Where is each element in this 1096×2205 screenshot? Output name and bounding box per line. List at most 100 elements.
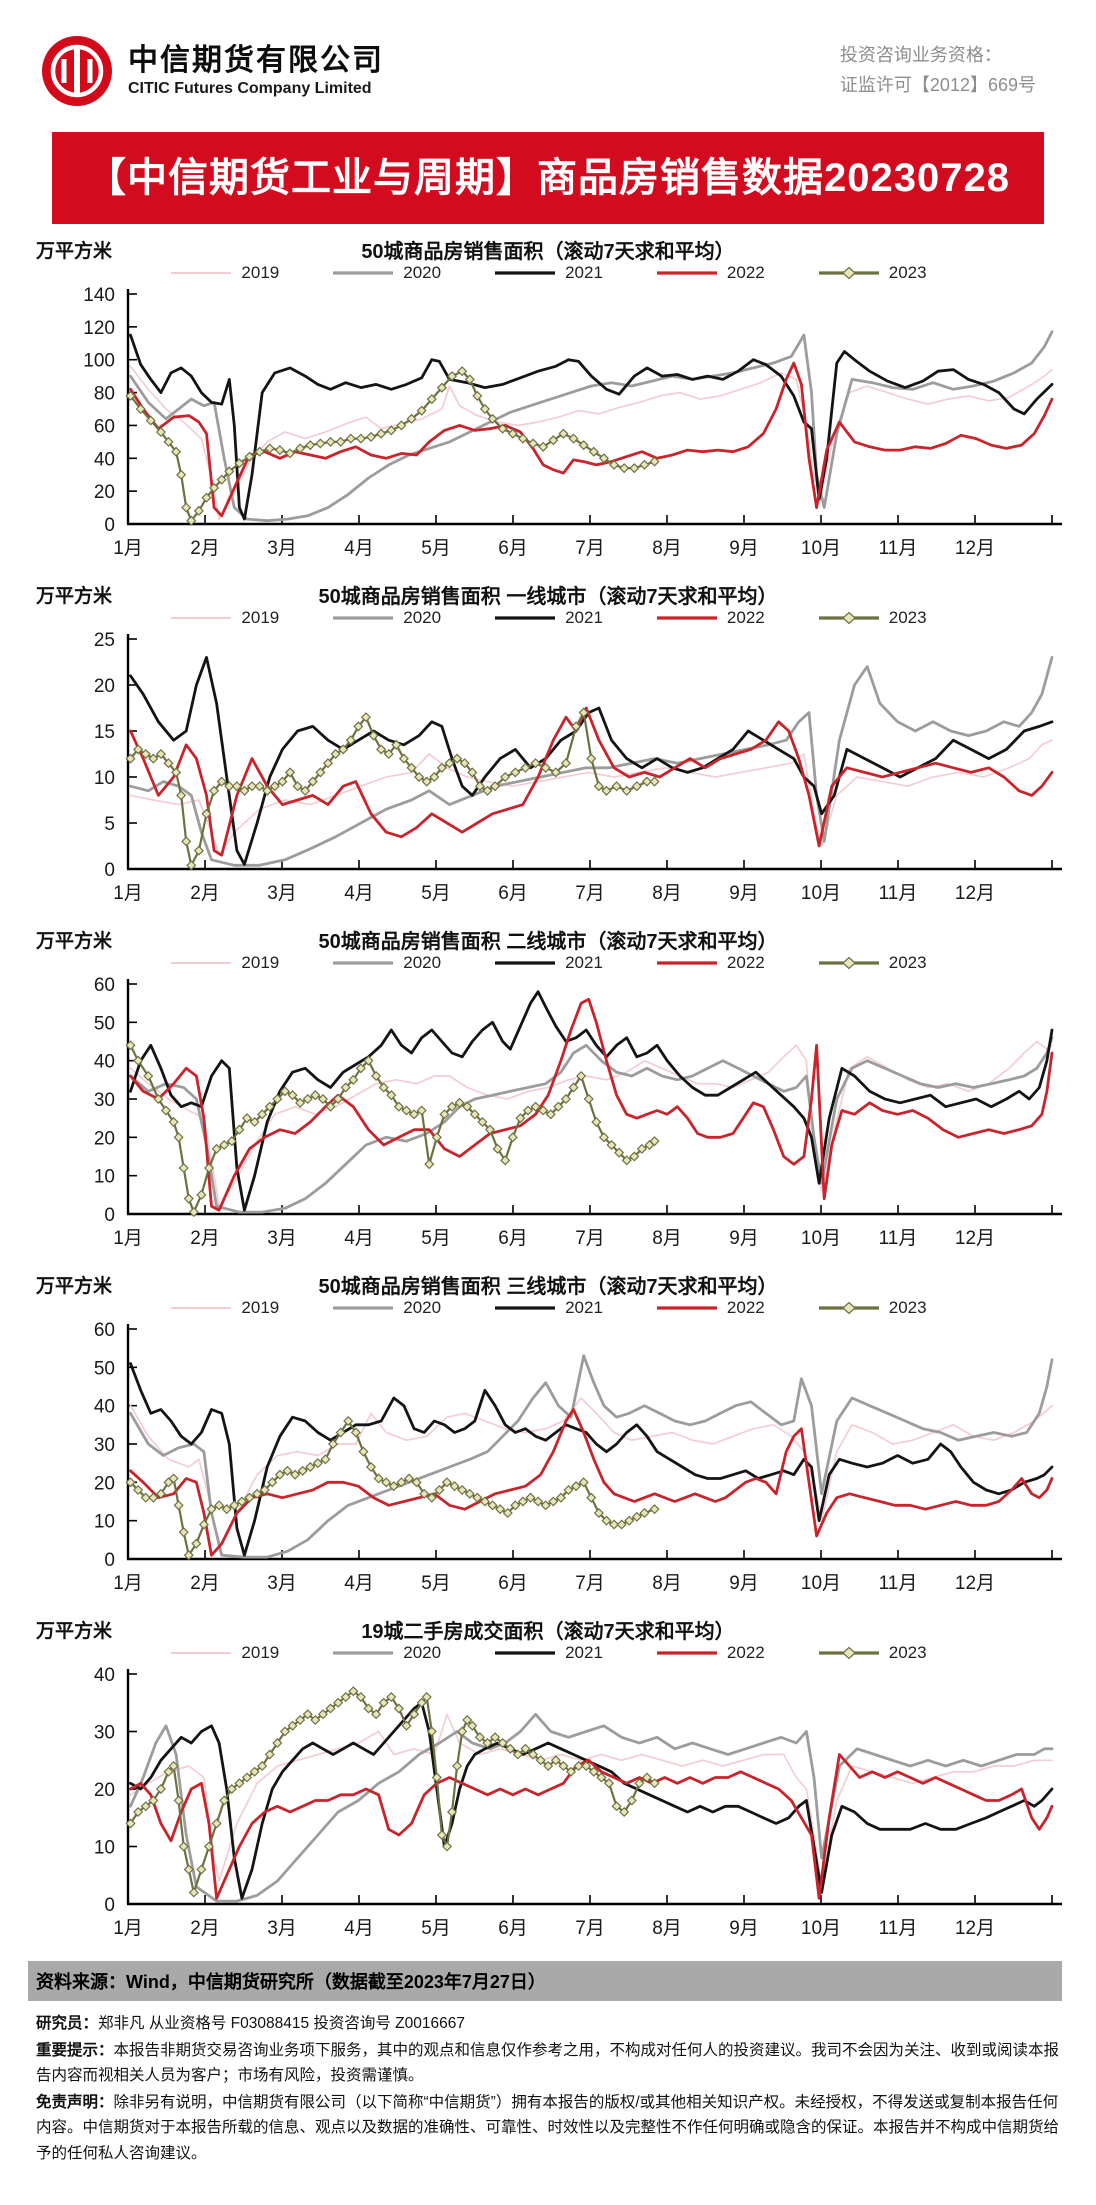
diamond-marker <box>246 781 258 792</box>
x-axis-label: 9月 <box>729 1228 759 1249</box>
legend-swatch-2021 <box>495 1306 556 1310</box>
legend-label: 2022 <box>726 608 765 627</box>
diamond-marker <box>593 1507 604 1519</box>
diamond-marker <box>472 1492 483 1503</box>
legend-label: 2020 <box>403 1643 442 1662</box>
x-axis-label: 6月 <box>498 883 528 904</box>
legend-item-2021: 2021 <box>493 263 603 283</box>
diamond-marker <box>368 730 379 741</box>
y-axis-tick-label: 0 <box>104 1205 115 1226</box>
y-axis-tick-label: 40 <box>94 1397 115 1418</box>
chart-plot: 0 10 20 30 40 50 60 1月 2月 3月 4月 5月 6月 7月 8月 9月 10月 11月 12月 <box>0 1319 1096 1597</box>
legend-swatch-2019 <box>171 617 232 619</box>
diamond-marker <box>330 748 341 760</box>
x-axis-label: 4月 <box>344 1573 374 1594</box>
diamond-marker <box>340 1691 351 1703</box>
y-axis-tick-label: 60 <box>94 416 115 437</box>
disclaimer-block: 研究员：郑非凡 从业资格号 F03088415 投资咨询号 Z0016667 重… <box>36 2011 1060 2166</box>
y-axis-tick-label: 60 <box>94 1320 115 1341</box>
diamond-marker <box>259 1484 270 1496</box>
legend-item-2021: 2021 <box>493 953 603 973</box>
diamond-marker <box>173 1132 184 1143</box>
diamond-marker <box>434 1484 445 1496</box>
diamond-marker <box>178 1841 189 1852</box>
diamond-marker <box>398 753 409 764</box>
diamond-marker <box>527 438 539 449</box>
diamond-marker <box>317 1093 328 1105</box>
diamond-marker <box>201 492 212 503</box>
y-axis-tick-label: 20 <box>94 1128 115 1149</box>
diamond-marker <box>234 458 245 469</box>
diamond-marker <box>254 446 265 457</box>
diamond-marker <box>363 1055 374 1066</box>
diamond-marker <box>505 1743 516 1754</box>
diamond-marker <box>345 735 356 746</box>
diamond-marker <box>216 776 227 787</box>
diamond-marker <box>439 1109 450 1120</box>
diamond-marker <box>365 431 377 442</box>
disclaimer-line: 免责声明：除非另有说明，中信期货有限公司（以下简称“中信期货”）拥有本报告的版权… <box>36 2094 1060 2162</box>
diamond-marker <box>173 1795 184 1806</box>
diamond-marker <box>416 405 427 416</box>
diamond-marker <box>287 1090 298 1101</box>
x-axis-label: 7月 <box>575 1573 605 1594</box>
legend-swatch-2021 <box>495 271 556 275</box>
diamond-marker <box>563 1484 574 1496</box>
diamond-marker <box>325 1703 336 1714</box>
x-axis-label: 9月 <box>729 1918 759 1939</box>
y-axis-tick-label: 40 <box>94 1052 115 1073</box>
series-line-2020 <box>129 1354 1054 1559</box>
x-axis-label: 11月 <box>879 1918 918 1939</box>
diamond-marker <box>188 1887 199 1898</box>
diamond-marker <box>446 1101 458 1112</box>
diamond-marker <box>373 1473 384 1484</box>
diamond-marker <box>302 1093 313 1105</box>
diamond-marker <box>568 1082 579 1093</box>
diamond-marker <box>371 1070 382 1082</box>
y-axis-unit-label: 万平方米 <box>36 1276 113 1297</box>
diamond-marker <box>355 1063 366 1074</box>
diamond-marker <box>619 463 630 474</box>
legend-label: 2021 <box>565 608 603 627</box>
diamond-marker <box>203 1162 215 1174</box>
diamond-marker <box>376 744 387 755</box>
diamond-marker <box>388 1481 399 1492</box>
chart-canvas-c50-tier1: 0 5 10 15 20 25 1月 2月 3月 4月 5月 6月 7月 8月 9月 10月 11月 12月 <box>94 630 1062 904</box>
y-axis-unit-label: 万平方米 <box>36 1621 113 1642</box>
diamond-marker <box>487 1500 498 1511</box>
diamond-marker <box>578 707 589 718</box>
diamond-marker <box>558 1760 569 1772</box>
diamond-marker <box>548 435 559 446</box>
diamond-marker <box>125 1818 136 1829</box>
diamond-marker <box>143 1070 154 1082</box>
legend-label: 2022 <box>726 1643 765 1662</box>
diamond-marker <box>609 459 620 470</box>
diamond-marker <box>548 1496 559 1507</box>
diamond-marker <box>338 744 349 755</box>
diamond-marker <box>183 1864 194 1875</box>
diamond-marker <box>267 1477 278 1488</box>
diamond-marker <box>624 1515 635 1526</box>
diamond-marker <box>530 1101 541 1112</box>
diamond-marker <box>343 1415 354 1427</box>
diamond-marker <box>386 425 397 436</box>
charts-area: 万平方米 50城商品房销售面积（滚动7天求和平均） 2019 2020 2021 20… <box>0 232 1096 1957</box>
y-axis-tick-label: 10 <box>94 1167 115 1188</box>
series-line-2022 <box>129 1753 1054 1900</box>
diamond-marker <box>540 1500 551 1511</box>
diamond-marker <box>176 469 187 480</box>
diamond-marker <box>295 1097 306 1108</box>
diamond-marker <box>125 1477 136 1488</box>
y-axis-tick-label: 50 <box>94 1013 115 1034</box>
x-axis-label: 7月 <box>575 883 605 904</box>
diamond-marker <box>550 1755 561 1766</box>
diamond-marker <box>249 1766 260 1777</box>
diamond-marker <box>462 1714 473 1726</box>
legend-item-2023: 2023 <box>817 953 927 973</box>
diamond-marker <box>621 1155 632 1166</box>
diamond-marker <box>140 748 151 760</box>
diamond-marker <box>598 453 609 464</box>
legend-item-2019: 2019 <box>169 1643 279 1663</box>
diamond-marker <box>517 1496 528 1507</box>
company-name-en: CITIC Futures Company Limited <box>128 80 372 98</box>
